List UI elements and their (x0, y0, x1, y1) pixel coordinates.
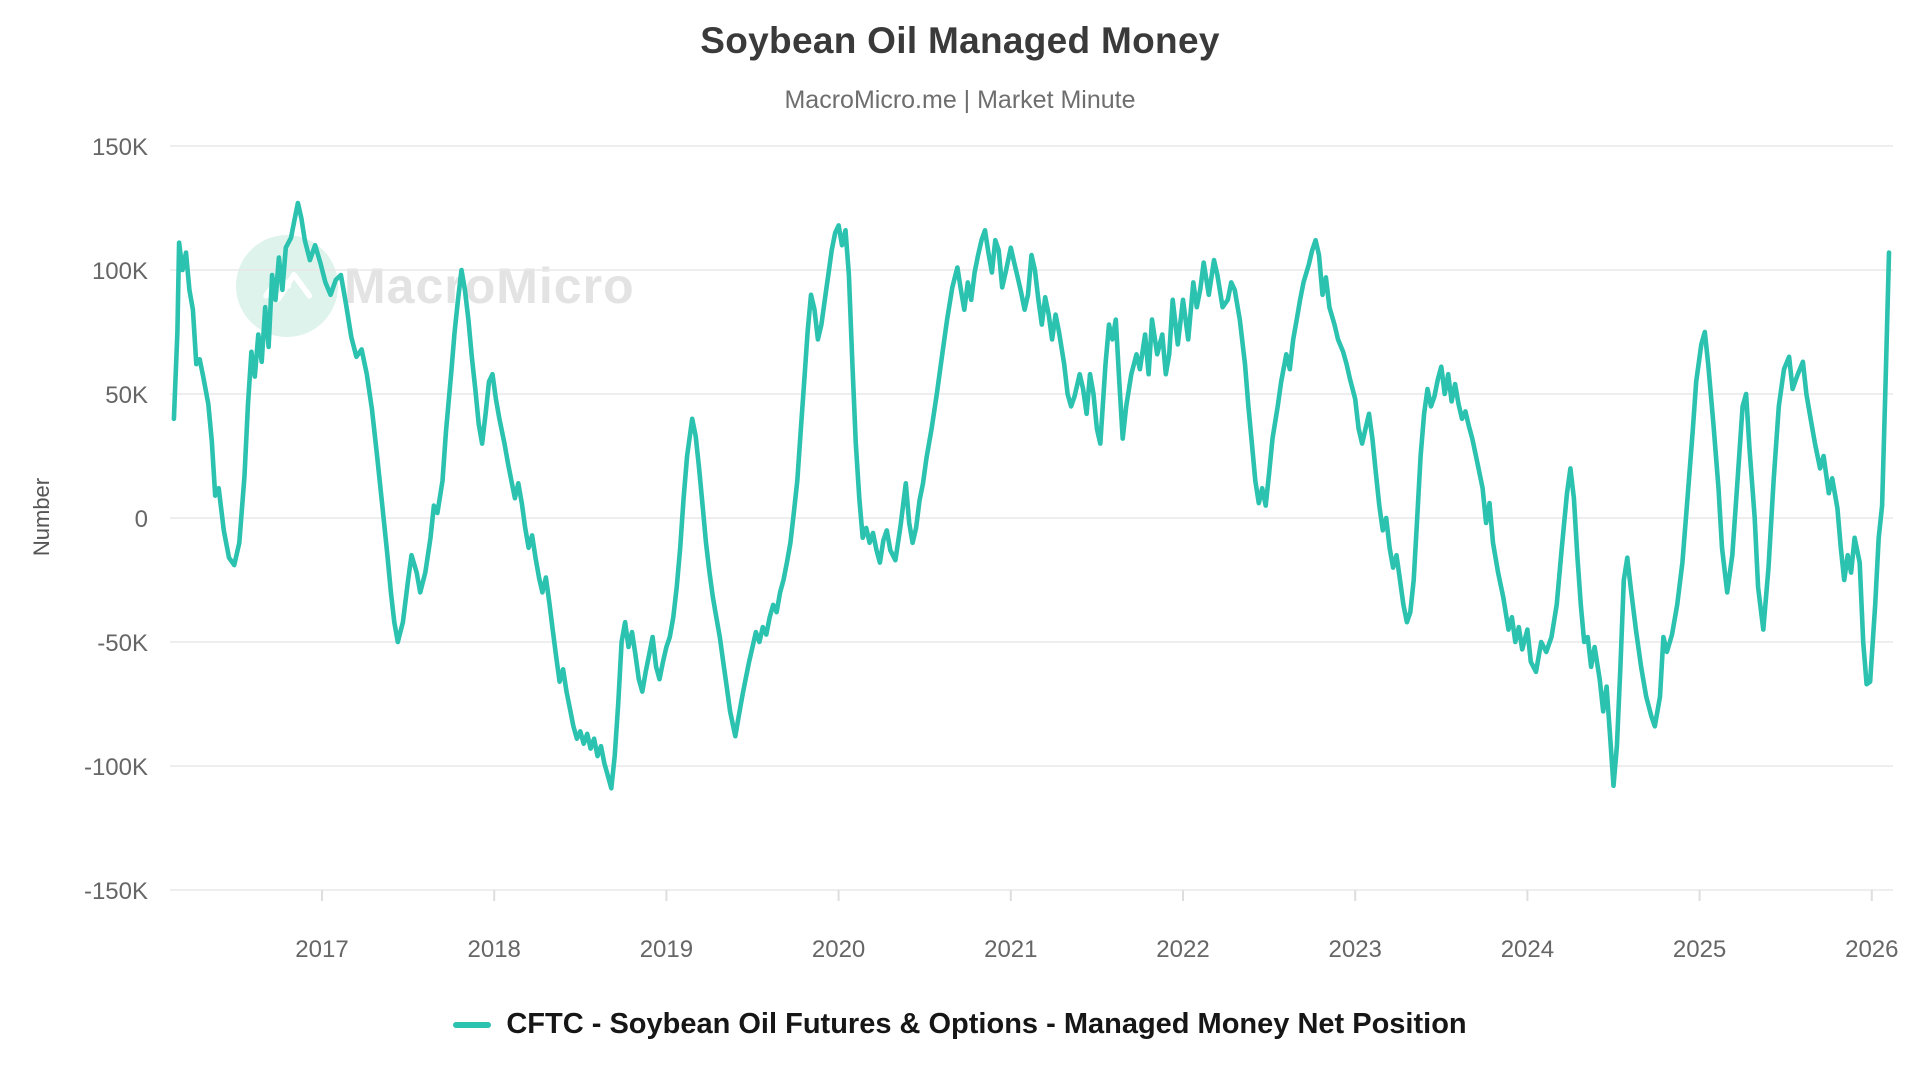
x-tick-label: 2017 (295, 936, 348, 963)
y-tick-label: 0 (135, 506, 148, 533)
y-tick-label: 50K (105, 382, 148, 409)
x-tick-label: 2018 (468, 936, 521, 963)
y-tick-label: 150K (92, 134, 148, 161)
legend-marker-icon (453, 1021, 492, 1028)
x-tick-label: 2023 (1329, 936, 1382, 963)
x-tick-label: 2019 (640, 936, 693, 963)
x-tick-label: 2022 (1156, 936, 1209, 963)
series-line[interactable] (171, 200, 1892, 791)
watermark-text: MacroMicro (344, 258, 635, 314)
x-tick-label: 2021 (984, 936, 1037, 963)
y-tick-label: -150K (84, 878, 148, 905)
y-tick-label: 100K (92, 258, 148, 285)
y-axis-title: Number (29, 477, 54, 557)
y-tick-label: -100K (84, 754, 148, 781)
x-tick-label: 2026 (1845, 936, 1898, 963)
x-tick-label: 2025 (1673, 936, 1726, 963)
legend: CFTC - Soybean Oil Futures & Options - M… (0, 1008, 1920, 1041)
legend-label[interactable]: CFTC - Soybean Oil Futures & Options - M… (506, 1008, 1467, 1040)
x-tick-label: 2020 (812, 936, 865, 963)
page-subtitle: MacroMicro.me | Market Minute (784, 86, 1136, 114)
y-tick-label: -50K (97, 630, 148, 657)
page-title: Soybean Oil Managed Money (700, 20, 1220, 61)
x-tick-label: 2024 (1501, 936, 1554, 963)
